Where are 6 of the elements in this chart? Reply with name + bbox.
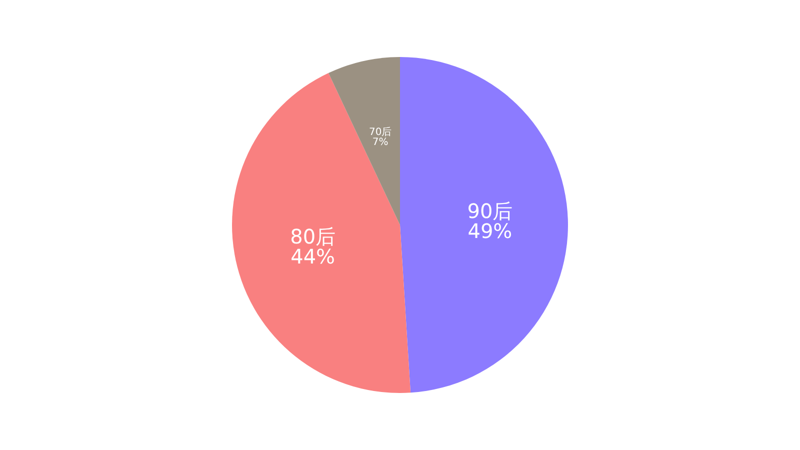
pie-slice <box>400 57 568 393</box>
pie-slice <box>328 57 400 225</box>
slice-label: 80后 <box>290 224 336 248</box>
data-label: 7% <box>372 137 388 148</box>
pie-slice <box>232 72 411 393</box>
slice-label: 70后 <box>369 126 392 138</box>
